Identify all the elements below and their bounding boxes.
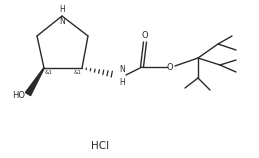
Text: HO: HO xyxy=(12,91,25,100)
Text: O: O xyxy=(167,63,173,72)
Text: HCl: HCl xyxy=(91,141,109,151)
Text: H: H xyxy=(59,5,65,14)
Text: N: N xyxy=(59,17,65,26)
Text: H: H xyxy=(119,78,125,87)
Text: &1: &1 xyxy=(45,70,53,75)
Polygon shape xyxy=(25,68,44,96)
Text: N: N xyxy=(119,65,125,74)
Text: &1: &1 xyxy=(73,70,81,75)
Text: O: O xyxy=(142,31,148,40)
